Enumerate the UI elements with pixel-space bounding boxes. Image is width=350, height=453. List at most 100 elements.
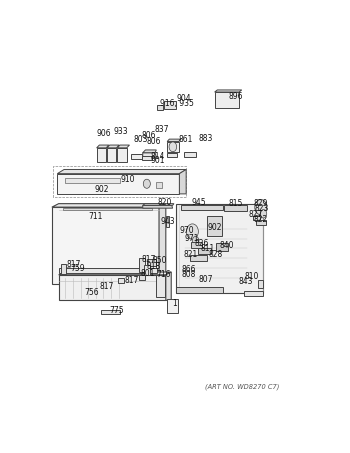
Text: 837: 837	[154, 125, 169, 134]
Polygon shape	[224, 205, 247, 211]
Text: 821: 821	[183, 250, 197, 259]
Text: 818: 818	[146, 262, 161, 271]
Polygon shape	[176, 287, 223, 293]
Text: (ART NO. WD8270 C7): (ART NO. WD8270 C7)	[205, 383, 280, 390]
Text: 803: 803	[133, 135, 148, 144]
Text: 814: 814	[150, 152, 165, 161]
Circle shape	[193, 236, 199, 245]
Polygon shape	[167, 154, 177, 157]
Polygon shape	[216, 243, 228, 251]
Text: 817: 817	[125, 276, 139, 285]
Text: 807: 807	[199, 275, 214, 284]
Polygon shape	[198, 248, 211, 254]
Text: 756: 756	[84, 288, 98, 297]
Circle shape	[143, 179, 150, 188]
Polygon shape	[118, 278, 124, 283]
Polygon shape	[52, 204, 166, 207]
Text: 820: 820	[157, 198, 172, 207]
Polygon shape	[59, 272, 171, 275]
Polygon shape	[253, 216, 260, 220]
Text: 945: 945	[191, 198, 206, 207]
Text: 827: 827	[248, 210, 263, 219]
Text: 840: 840	[219, 241, 234, 251]
Text: 901: 901	[150, 156, 165, 165]
Circle shape	[260, 210, 267, 218]
Polygon shape	[63, 208, 152, 210]
Polygon shape	[256, 221, 266, 225]
Polygon shape	[156, 275, 165, 297]
Text: 811: 811	[200, 245, 215, 254]
Text: 801: 801	[140, 269, 155, 278]
Polygon shape	[166, 272, 171, 300]
Text: 815: 815	[229, 199, 243, 208]
Text: 711: 711	[89, 212, 103, 222]
Polygon shape	[59, 268, 157, 273]
Text: 806: 806	[146, 137, 161, 146]
Text: 823: 823	[255, 204, 269, 213]
Polygon shape	[52, 207, 159, 284]
Text: 866: 866	[182, 265, 196, 275]
Polygon shape	[101, 310, 120, 314]
Text: 861: 861	[179, 135, 193, 144]
Polygon shape	[144, 265, 149, 275]
Text: 916, 935: 916, 935	[160, 99, 194, 108]
Text: 910: 910	[120, 175, 135, 184]
Polygon shape	[97, 145, 109, 148]
Polygon shape	[258, 280, 263, 288]
Polygon shape	[157, 105, 163, 110]
Polygon shape	[184, 152, 196, 157]
Text: 822: 822	[254, 215, 268, 224]
Text: 902: 902	[208, 223, 222, 232]
Text: 883: 883	[198, 134, 213, 143]
Text: 716: 716	[156, 270, 171, 280]
Polygon shape	[107, 145, 119, 148]
Polygon shape	[181, 205, 223, 210]
Polygon shape	[206, 216, 222, 236]
Polygon shape	[215, 90, 242, 92]
Text: 817: 817	[141, 255, 156, 264]
Text: 826: 826	[194, 239, 209, 248]
Text: 902: 902	[95, 184, 109, 193]
Text: 1: 1	[172, 299, 176, 308]
Polygon shape	[179, 169, 186, 194]
Polygon shape	[147, 259, 156, 266]
Polygon shape	[215, 92, 239, 108]
Polygon shape	[131, 154, 142, 159]
Text: 759: 759	[70, 265, 85, 273]
Text: 808: 808	[182, 270, 196, 279]
Text: 843: 843	[238, 277, 253, 286]
Polygon shape	[117, 148, 127, 163]
Polygon shape	[143, 204, 174, 205]
Polygon shape	[97, 148, 106, 163]
Text: 906: 906	[97, 129, 111, 138]
Text: 943: 943	[160, 217, 175, 226]
Polygon shape	[167, 299, 178, 313]
Text: 970: 970	[180, 226, 195, 236]
Polygon shape	[176, 204, 264, 293]
Polygon shape	[156, 182, 162, 188]
Polygon shape	[117, 145, 130, 148]
Polygon shape	[139, 275, 146, 280]
Polygon shape	[143, 205, 173, 208]
Polygon shape	[190, 255, 206, 261]
Text: 810: 810	[244, 272, 259, 281]
Text: 896: 896	[228, 92, 243, 101]
Circle shape	[169, 142, 177, 152]
Polygon shape	[143, 153, 156, 157]
Polygon shape	[167, 141, 179, 152]
Text: 904: 904	[177, 94, 191, 103]
Text: 775: 775	[109, 305, 124, 314]
Polygon shape	[57, 169, 186, 173]
Text: 828: 828	[209, 250, 223, 259]
Polygon shape	[107, 148, 117, 163]
Polygon shape	[244, 291, 263, 296]
Polygon shape	[166, 216, 169, 227]
Text: 850: 850	[153, 256, 167, 265]
Polygon shape	[142, 155, 152, 160]
Text: 806: 806	[142, 131, 156, 140]
Polygon shape	[159, 204, 166, 284]
Text: 817: 817	[66, 260, 81, 269]
Circle shape	[187, 224, 198, 239]
Text: 971: 971	[185, 234, 199, 243]
Polygon shape	[57, 173, 179, 194]
